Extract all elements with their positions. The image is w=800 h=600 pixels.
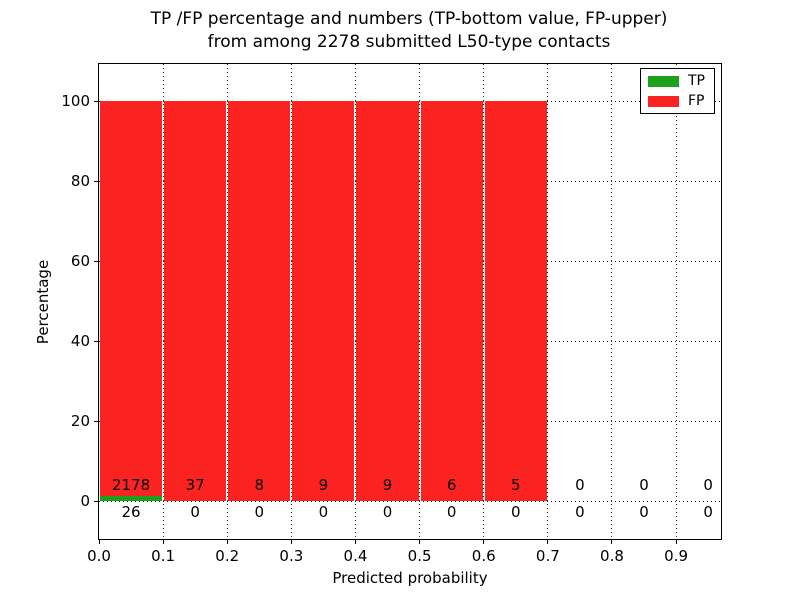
fp-count-label: 2178 xyxy=(111,476,151,495)
x-gridline xyxy=(226,64,228,539)
x-tick-mark xyxy=(547,539,549,544)
legend-label-fp: FP xyxy=(688,93,705,109)
y-tick-label: 40 xyxy=(70,332,90,351)
chart-title-line1: TP /FP percentage and numbers (TP-bottom… xyxy=(150,9,668,29)
x-tick-label: 0.8 xyxy=(600,547,624,565)
y-tick-label: 0 xyxy=(80,492,90,511)
x-gridline xyxy=(290,64,292,539)
legend-swatch-tp-icon xyxy=(648,75,679,87)
y-tick-label: 80 xyxy=(70,172,90,191)
y-axis-label: Percentage xyxy=(34,259,52,344)
legend: TP FP xyxy=(640,68,715,114)
fp-count-label: 9 xyxy=(382,476,393,495)
y-tick-mark xyxy=(94,340,99,342)
tp-count-label: 0 xyxy=(511,503,521,521)
x-gridline xyxy=(483,64,485,539)
x-tick-mark xyxy=(226,539,228,544)
tp-count-label: 0 xyxy=(254,503,265,521)
x-tick-mark xyxy=(675,539,677,544)
x-gridline xyxy=(354,64,356,539)
tp-count-label: 0 xyxy=(446,503,457,521)
y-gridline xyxy=(99,500,721,502)
x-tick-label: 0.6 xyxy=(471,547,496,565)
tp-count-label: 0 xyxy=(382,503,393,521)
x-axis-label: Predicted probability xyxy=(332,569,488,587)
fp-bar xyxy=(228,101,291,501)
y-tick-label: 20 xyxy=(70,412,90,431)
tp-count-label: 0 xyxy=(703,503,713,521)
legend-label-tp: TP xyxy=(688,73,705,89)
y-tick-mark xyxy=(94,180,99,182)
tp-count-label: 0 xyxy=(639,503,649,521)
fp-bar xyxy=(164,101,227,501)
fp-count-label: 5 xyxy=(511,476,521,495)
x-tick-label: 0.4 xyxy=(343,547,368,565)
x-tick-label: 0.7 xyxy=(535,547,560,565)
x-tick-label: 0.0 xyxy=(87,547,111,565)
fp-count-label: 0 xyxy=(575,476,585,495)
fp-bar xyxy=(100,101,163,497)
x-gridline xyxy=(162,64,164,539)
plot-area: 2178 26 37 0 8 0 9 0 9 0 6 0 5 0 0 0 0 0 0 0 0 20 40 60 80 100 0.… xyxy=(34,63,722,587)
x-tick-mark xyxy=(162,539,164,544)
x-tick-label: 0.9 xyxy=(664,547,689,565)
x-tick-label: 0.2 xyxy=(215,547,240,565)
fp-bar xyxy=(420,101,483,501)
chart-title: TP /FP percentage and numbers (TP-bottom… xyxy=(98,8,720,54)
legend-item-fp: FP xyxy=(648,94,705,108)
x-gridline xyxy=(419,64,421,539)
x-tick-label: 0.5 xyxy=(407,547,432,565)
x-gridline xyxy=(675,64,677,539)
legend-item-tp: TP xyxy=(648,74,705,88)
x-tick-mark xyxy=(354,539,356,544)
fp-bar xyxy=(484,101,547,501)
tp-count-label: 0 xyxy=(575,503,585,521)
tp-count-label: 26 xyxy=(121,503,141,521)
fp-count-label: 37 xyxy=(185,476,205,495)
chart-title-line2: from among 2278 submitted L50-type conta… xyxy=(207,32,611,52)
y-tick-label: 60 xyxy=(70,252,90,271)
fp-count-label: 6 xyxy=(446,476,457,495)
fp-bar xyxy=(292,101,355,501)
x-tick-label: 0.1 xyxy=(151,547,176,565)
fp-count-label: 0 xyxy=(703,476,713,495)
y-tick-mark xyxy=(94,420,99,422)
y-tick-mark xyxy=(94,500,99,502)
legend-swatch-fp-icon xyxy=(648,95,679,107)
x-gridline xyxy=(547,64,549,539)
x-tick-mark xyxy=(290,539,292,544)
fp-bar xyxy=(356,101,419,501)
tp-count-label: 0 xyxy=(318,503,329,521)
fp-count-label: 9 xyxy=(318,476,329,495)
y-tick-mark xyxy=(94,100,99,102)
x-gridline xyxy=(611,64,613,539)
x-tick-label: 0.3 xyxy=(279,547,304,565)
x-tick-mark xyxy=(419,539,421,544)
x-tick-mark xyxy=(98,539,100,544)
tp-bar xyxy=(100,496,163,501)
tp-count-label: 0 xyxy=(190,503,200,521)
x-tick-mark xyxy=(483,539,485,544)
y-tick-label: 100 xyxy=(61,92,90,111)
fp-count-label: 8 xyxy=(254,476,265,495)
x-tick-mark xyxy=(611,539,613,544)
y-tick-mark xyxy=(94,260,99,262)
fp-count-label: 0 xyxy=(639,476,649,495)
